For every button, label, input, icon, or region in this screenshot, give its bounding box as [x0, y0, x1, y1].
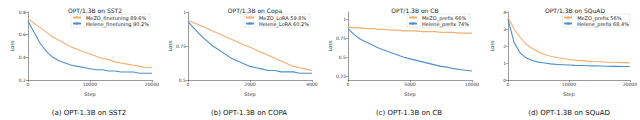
svg-text:3: 3 [503, 27, 506, 32]
svg-text:0.75: 0.75 [176, 44, 186, 49]
svg-text:0: 0 [187, 82, 190, 87]
svg-text:0.5: 0.5 [339, 55, 346, 60]
svg-text:Loss: Loss [489, 40, 495, 51]
svg-text:0.5: 0.5 [179, 78, 186, 83]
svg-text:1: 1 [183, 10, 186, 15]
svg-text:4000: 4000 [306, 82, 318, 87]
svg-text:(b) OPT-1.3B on COPA: (b) OPT-1.3B on COPA [211, 109, 287, 117]
svg-text:(c) OPT-1.3B on CB: (c) OPT-1.3B on CB [376, 109, 442, 117]
svg-text:10000: 10000 [562, 82, 576, 87]
svg-text:2: 2 [503, 44, 506, 49]
svg-text:Helene_prefix 68.4%: Helene_prefix 68.4% [577, 21, 629, 28]
svg-text:0.4: 0.4 [19, 55, 26, 60]
svg-text:(a) OPT-1.3B on SST2: (a) OPT-1.3B on SST2 [52, 109, 127, 117]
svg-text:Loss: Loss [9, 40, 15, 51]
svg-text:0.2: 0.2 [19, 78, 26, 83]
svg-text:0.25: 0.25 [336, 74, 346, 79]
svg-text:0: 0 [347, 82, 350, 87]
svg-text:Loss: Loss [167, 40, 173, 51]
svg-text:10000: 10000 [83, 82, 97, 87]
svg-text:Step: Step [563, 91, 574, 98]
svg-text:0.6: 0.6 [19, 32, 26, 37]
svg-text:OPT/1.3B on Copa: OPT/1.3B on Copa [228, 7, 283, 15]
svg-text:0: 0 [503, 77, 506, 83]
svg-text:Helene_finetuning 90.2%: Helene_finetuning 90.2% [86, 21, 149, 28]
svg-text:(d) OPT-1.3B on SQuAD: (d) OPT-1.3B on SQuAD [528, 109, 610, 117]
svg-text:0: 0 [507, 82, 510, 87]
svg-text:0: 0 [27, 82, 30, 87]
svg-text:0.8: 0.8 [19, 10, 26, 15]
svg-text:Step: Step [404, 91, 415, 98]
svg-text:OPT/1.3B on SST2: OPT/1.3B on SST2 [68, 7, 122, 14]
svg-text:OPT/1.3B on CB: OPT/1.3B on CB [391, 7, 438, 14]
svg-text:1: 1 [503, 61, 506, 66]
svg-text:MeZO_prefix 56%: MeZO_prefix 56% [577, 14, 622, 21]
svg-text:20000: 20000 [145, 82, 159, 87]
svg-text:Helene_LoRA 60.2%: Helene_LoRA 60.2% [259, 21, 309, 28]
svg-text:4: 4 [503, 10, 506, 15]
svg-text:MeZO_prefix 66%: MeZO_prefix 66% [421, 14, 467, 21]
svg-text:Helene_prefix 74%: Helene_prefix 74% [422, 21, 469, 28]
svg-text:MeZO_finetuning 89.6%: MeZO_finetuning 89.6% [86, 14, 147, 21]
svg-text:MeZO_LoRA 59.8%: MeZO_LoRA 59.8% [259, 14, 307, 21]
svg-text:Step: Step [244, 91, 255, 98]
svg-text:Loss: Loss [327, 40, 333, 51]
svg-text:0.75: 0.75 [336, 36, 346, 41]
svg-text:2000: 2000 [244, 82, 256, 87]
svg-text:10000: 10000 [465, 82, 479, 87]
svg-text:Step: Step [84, 91, 95, 98]
svg-text:5000: 5000 [404, 82, 416, 87]
svg-text:20000: 20000 [623, 82, 637, 87]
svg-text:OPT/1.3B on SQuAD: OPT/1.3B on SQuAD [545, 7, 605, 14]
svg-text:1: 1 [343, 17, 346, 22]
